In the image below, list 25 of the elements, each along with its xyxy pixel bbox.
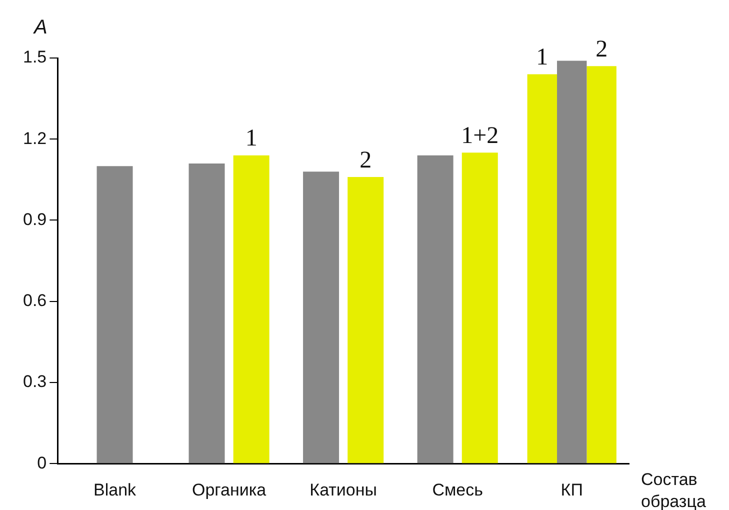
x-tick-label: Органика: [192, 480, 267, 500]
y-tick-label: 0: [37, 453, 47, 472]
annotation: 1+2: [461, 122, 499, 149]
bar: [348, 176, 384, 464]
y-tick-label: 0.6: [22, 291, 47, 310]
y-tick-label: 0.3: [22, 372, 47, 392]
bar: [303, 172, 340, 464]
y-tick-label: 1.5: [22, 48, 47, 67]
x-tick-label: Blank: [94, 480, 137, 500]
annotation: 2: [360, 147, 372, 174]
x-tick-label: Катионы: [310, 480, 377, 500]
x-tick-label: Смесь: [432, 480, 484, 500]
x-axis-title: Состав образца: [641, 470, 706, 510]
x-tick-label: КП: [560, 480, 583, 500]
annotation: 1: [536, 44, 548, 71]
y-tick-label: 0.9: [22, 210, 47, 229]
bar: [233, 155, 270, 464]
bar: [462, 152, 498, 464]
y-tick-label: 1.2: [22, 128, 47, 148]
y-axis-title: A: [33, 16, 48, 39]
bar: [188, 163, 225, 464]
annotation: 1: [245, 126, 258, 152]
bar: [417, 155, 454, 464]
annotation: 2: [596, 36, 608, 62]
bar: [527, 74, 558, 464]
